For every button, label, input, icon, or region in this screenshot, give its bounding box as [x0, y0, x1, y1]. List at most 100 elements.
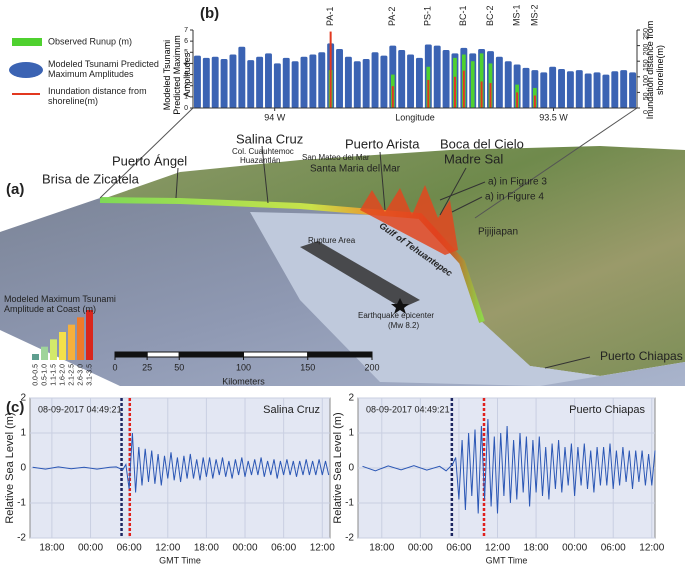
station-label: PA-1: [325, 7, 335, 26]
y-axis-title: Relative Sea Level (m): [4, 412, 16, 523]
x-tick-label: 06:00: [601, 543, 626, 554]
map-label: Santa Maria del Mar: [310, 164, 401, 175]
bar: [353, 61, 361, 108]
station-label: MS-2: [529, 4, 539, 26]
amplitude-swatch: [59, 332, 66, 360]
date-annotation: 08-09-2017 04:49:21: [38, 404, 122, 414]
coast-amplitude: [99, 197, 485, 323]
bar: [309, 54, 317, 108]
legend-swatch: [9, 62, 43, 78]
map-label: Col. Cuauhtemoc: [232, 147, 294, 156]
scale-segment: [178, 351, 244, 358]
station-label: PA-2: [387, 7, 397, 26]
leader: [175, 167, 179, 199]
panel-label: (a): [6, 181, 24, 198]
map-label: Boca del Cielo: [440, 136, 524, 151]
leader: [99, 107, 194, 199]
x-tick-label: 00:00: [78, 543, 103, 554]
bar: [620, 70, 628, 108]
bar: [362, 58, 370, 108]
x-tick-label: 18:00: [39, 543, 64, 554]
leader: [439, 167, 467, 216]
y-tick-label: 1: [20, 428, 26, 439]
bar: [398, 50, 406, 108]
y-tick-label: 6: [184, 38, 188, 45]
x-tick-label: 00:00: [408, 543, 433, 554]
bar: [558, 69, 565, 108]
bar: [593, 72, 601, 108]
leader: [474, 107, 638, 219]
legend-label: Observed Runup (m): [48, 36, 132, 46]
bar: [371, 52, 379, 108]
scale-segment: [114, 351, 148, 358]
amplitude-label: 0.5-1.0: [41, 364, 48, 386]
amplitude-swatch: [41, 346, 48, 360]
panel-label: (c): [6, 399, 24, 416]
map-label: Puerto Ángel: [112, 153, 187, 168]
y-tick-label: 1: [184, 94, 188, 101]
y-tick-label: 7: [184, 27, 188, 34]
bar: [256, 56, 264, 108]
x-tick-label: 12:00: [155, 543, 180, 554]
x-tick-label: 12:00: [485, 543, 510, 554]
y-tick-label: -2: [345, 533, 354, 544]
x-tick-label: 00:00: [562, 543, 587, 554]
amplitude-swatch: [77, 317, 84, 360]
map-label: a) in Figure 3: [488, 177, 547, 188]
scale-label: 200: [364, 362, 379, 372]
bar: [247, 60, 255, 108]
bar: [522, 67, 530, 108]
x-tick-label: 18:00: [369, 543, 394, 554]
y2-tick-label: 50: [643, 92, 650, 100]
legend-label: Inundation distance from shoreline(m): [48, 86, 147, 106]
amplitude-label: 1.6-2.0: [59, 364, 66, 386]
station-label: BC-1: [458, 5, 468, 26]
scale-segment: [146, 351, 180, 358]
x-tick-label: 00:00: [233, 543, 258, 554]
bar: [380, 55, 388, 108]
y-tick-label: 2: [20, 393, 26, 404]
panel-label: (b): [200, 5, 219, 22]
amplitude-swatch: [50, 339, 57, 360]
coast-peaks: [360, 185, 458, 255]
y-tick-label: -1: [17, 498, 26, 509]
epicenter: [391, 298, 409, 314]
bar: [229, 54, 237, 108]
map-label: Pijijiapan: [478, 227, 518, 238]
scale-label: 25: [142, 362, 152, 372]
bar: [193, 55, 201, 108]
amplitude-label: 2.6-3.0: [77, 364, 84, 386]
bar: [495, 56, 503, 108]
sea-level-line: [32, 432, 330, 493]
y2-tick-label: 150: [643, 59, 650, 71]
map-label: Brisa de Zicatela: [42, 171, 140, 186]
bar: [584, 73, 592, 108]
y2-tick-label: 0: [643, 110, 650, 114]
leader: [544, 356, 591, 369]
y2-tick-label: 200: [643, 44, 650, 56]
bar: [265, 53, 272, 108]
chart-title: Salina Cruz: [263, 404, 320, 416]
bar: [391, 86, 394, 108]
bar: [489, 83, 492, 108]
sea-level-line: [362, 418, 656, 514]
y2-tick-label: 100: [643, 75, 650, 87]
bar: [549, 66, 557, 108]
x-axis-title: GMT Time: [486, 555, 528, 565]
leader: [261, 145, 269, 204]
map-label: Puerto Arista: [345, 136, 420, 151]
bar: [442, 50, 450, 108]
bar: [318, 52, 326, 108]
bar: [220, 58, 228, 108]
scale-segment: [307, 351, 373, 358]
map-label: Earthquake epicenter: [358, 311, 434, 320]
amplitude-swatch: [32, 354, 39, 360]
map-label: a) in Figure 4: [485, 192, 544, 203]
x-tick-label: 18:00: [524, 543, 549, 554]
amplitude-label: 1.1-1.5: [50, 364, 57, 386]
bar: [336, 48, 343, 108]
leader: [379, 151, 386, 211]
station-label: BC-2: [485, 5, 495, 26]
bar: [202, 57, 210, 108]
